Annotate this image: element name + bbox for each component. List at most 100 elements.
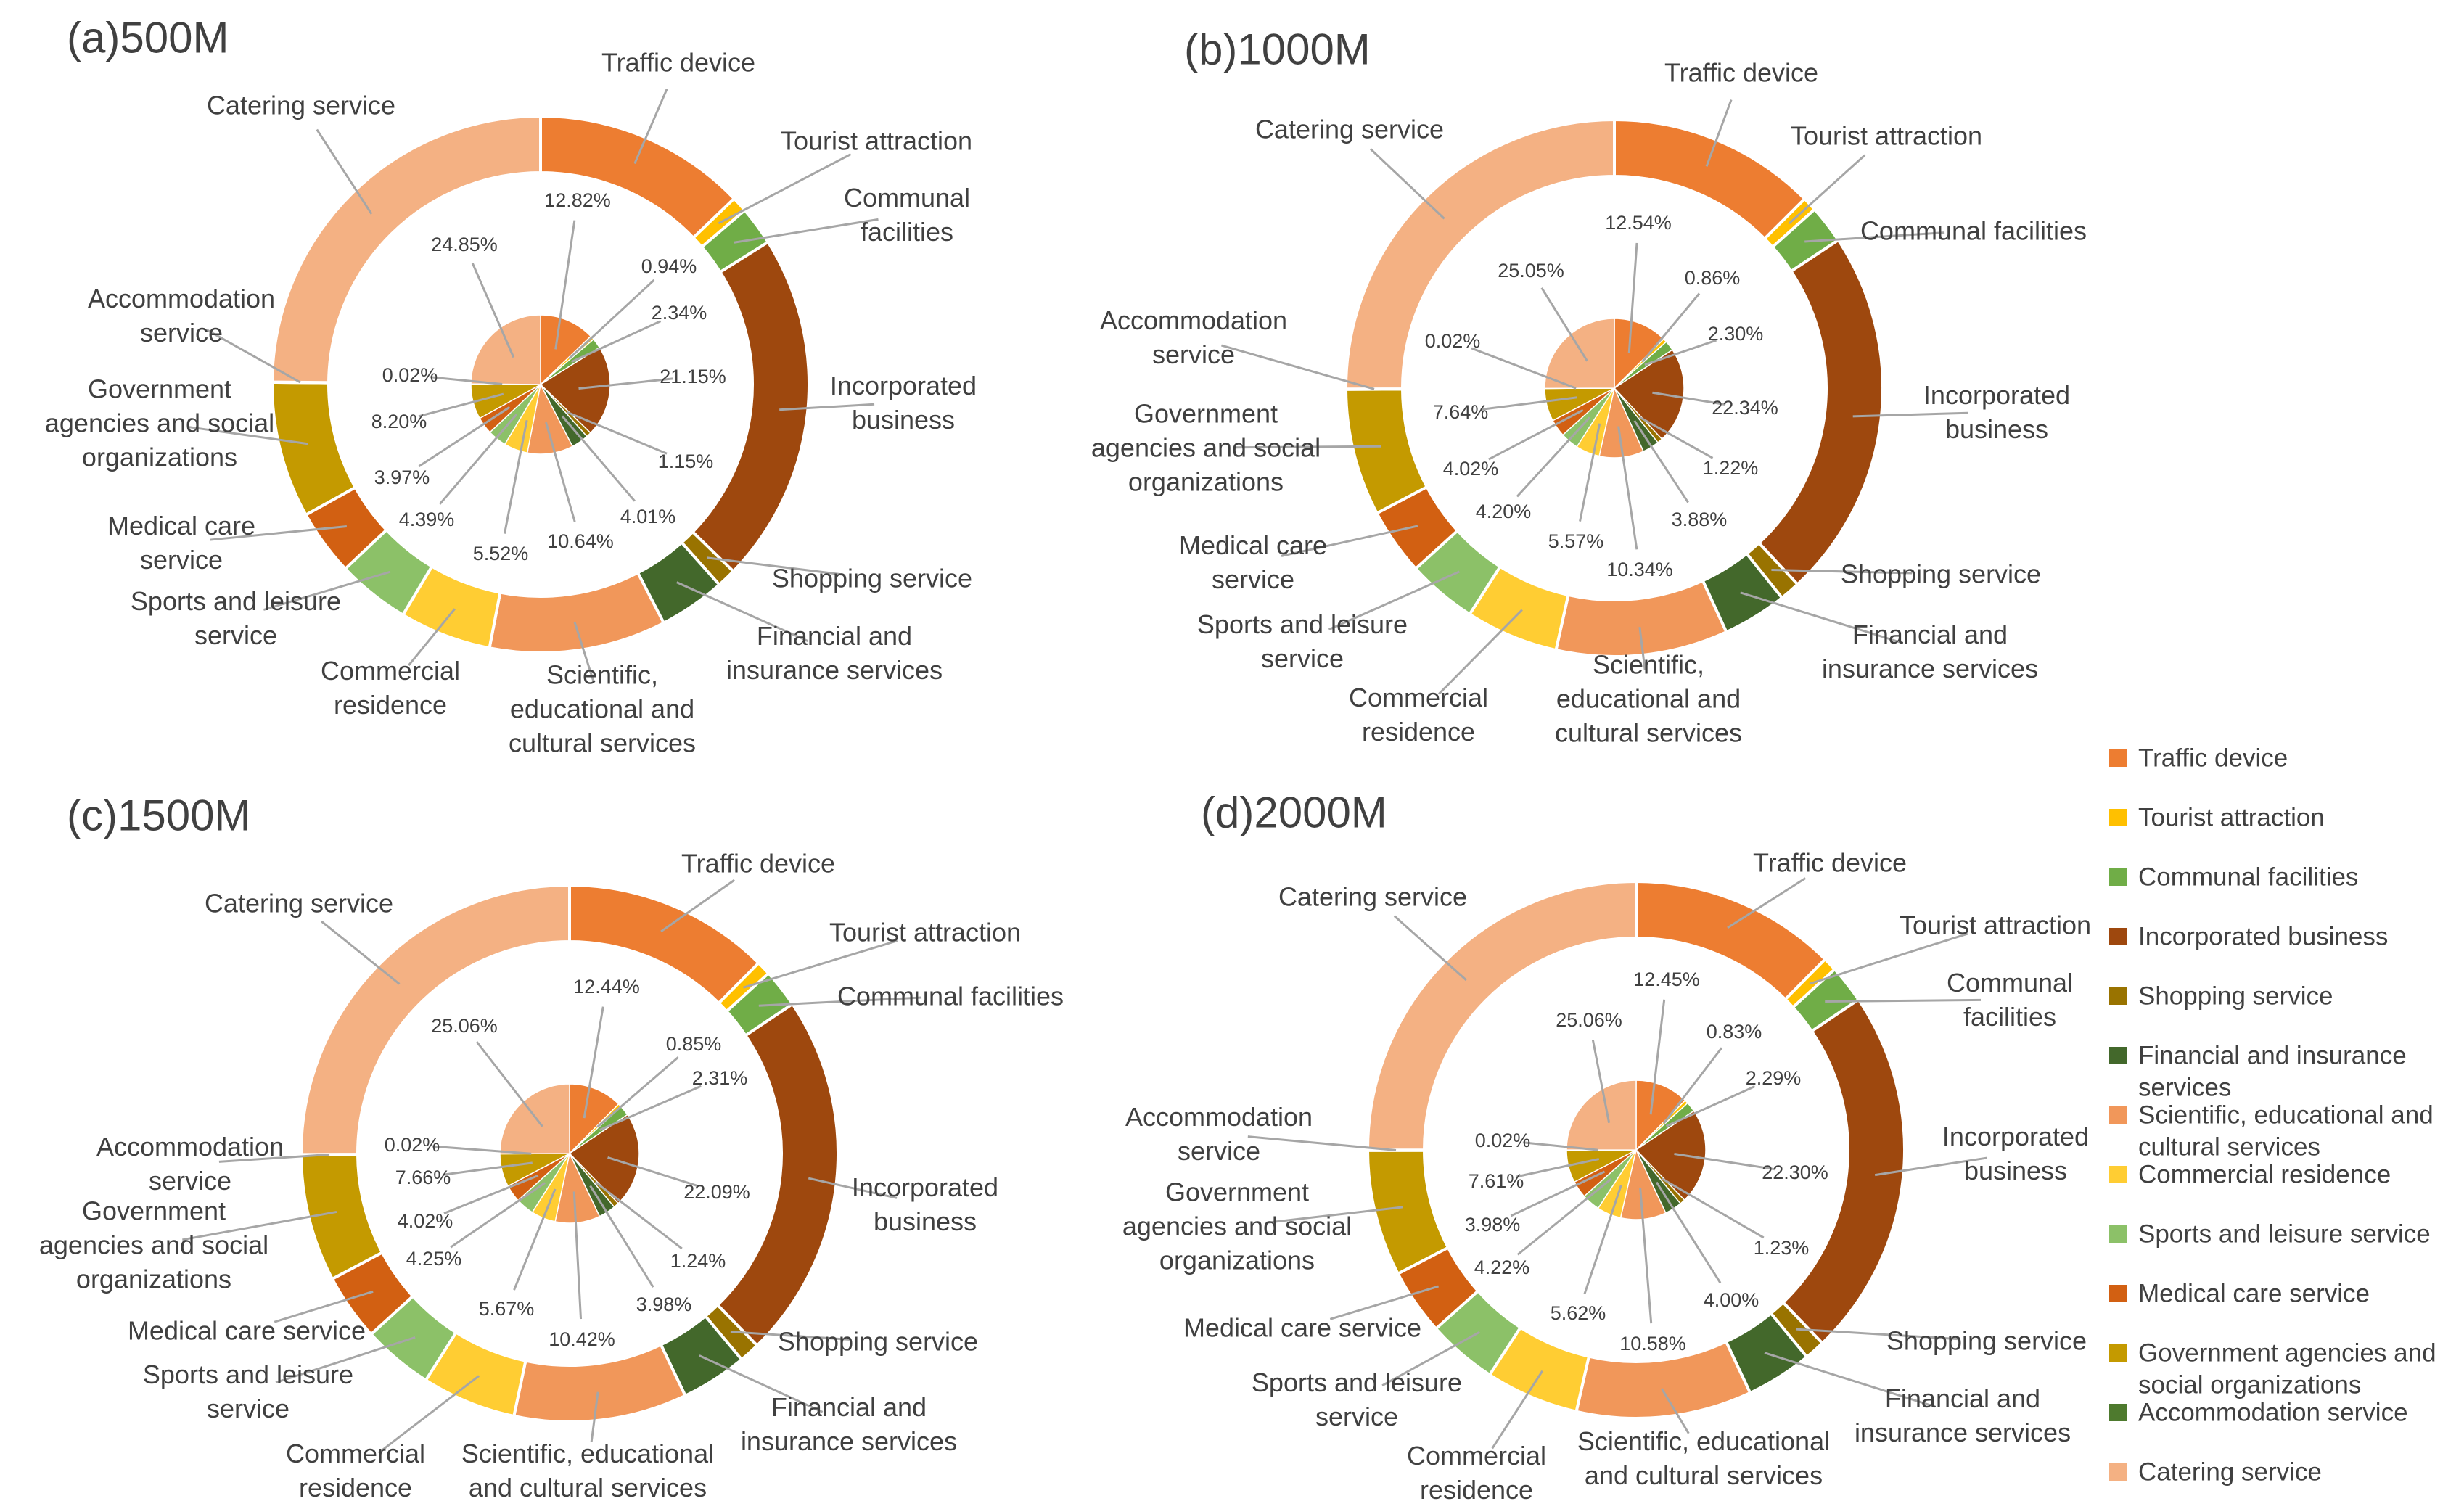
value-label: 5.67% — [479, 1298, 535, 1320]
legend-item-incorporated-business: Incorporated business — [2109, 923, 2388, 951]
category-label-tourist-attraction: Tourist attraction — [1900, 910, 2091, 940]
value-leader-line — [589, 1185, 654, 1288]
category-label-commercial-residence: Commercial residence — [286, 1439, 425, 1502]
category-label-commercial-residence: Commercial residence — [1349, 683, 1488, 747]
value-leader-line — [1591, 1040, 1611, 1123]
legend-swatch — [2109, 987, 2127, 1005]
value-label: 1.22% — [1703, 457, 1759, 479]
value-label: 5.52% — [473, 543, 529, 564]
value-label: 22.30% — [1762, 1161, 1828, 1183]
value-label: 10.64% — [547, 530, 614, 552]
name-leader-line — [707, 556, 844, 576]
inner-slice-catering-service — [470, 314, 541, 385]
category-label-shopping-service: Shopping service — [772, 564, 972, 593]
inner-slice-catering-service — [1566, 1080, 1637, 1151]
value-leader-line — [443, 1161, 533, 1176]
value-leader-line — [607, 1156, 698, 1187]
category-label-accommodation-service: Accommodation service — [96, 1132, 284, 1196]
panel-title: (d)2000M — [1201, 789, 1387, 837]
name-leader-line — [742, 939, 898, 989]
value-label: 0.02% — [1475, 1130, 1531, 1151]
value-label: 2.29% — [1746, 1067, 1802, 1089]
category-label-communal-facilities: Communal facilities — [844, 183, 970, 247]
value-leader-line — [596, 1056, 679, 1128]
name-leader-line — [1265, 1206, 1403, 1224]
value-label: 0.94% — [641, 255, 697, 277]
value-leader-line — [1661, 1177, 1765, 1239]
category-label-accommodation-service: Accommodation service — [1125, 1102, 1313, 1166]
legend-item-shopping-service: Shopping service — [2109, 982, 2333, 1011]
category-label-communal-facilities: Communal facilities — [1947, 968, 2073, 1032]
value-leader-line — [1488, 408, 1584, 461]
category-label-communal-facilities: Communal facilities — [837, 982, 1064, 1011]
legend-label: Medical care service — [2138, 1280, 2370, 1308]
name-leader-line — [1393, 915, 1467, 982]
name-leader-line — [1661, 1388, 1690, 1434]
value-label: 4.22% — [1474, 1257, 1530, 1278]
name-leader-line — [676, 581, 809, 643]
category-label-accommodation-service: Accommodation service — [88, 284, 275, 348]
legend-swatch — [2109, 868, 2127, 886]
legend-swatch — [2109, 1225, 2127, 1243]
name-leader-line — [718, 153, 852, 225]
value-leader-line — [513, 1188, 557, 1291]
value-leader-line — [1644, 339, 1717, 366]
legend-label: Scientific, educational and cultural serv… — [2138, 1101, 2434, 1161]
name-leader-line — [1804, 231, 1945, 243]
value-label: 5.57% — [1548, 530, 1604, 552]
value-label: 7.61% — [1469, 1170, 1524, 1192]
value-leader-line — [566, 411, 668, 455]
category-label-sports-and-leisure-service: Sports and leisure service — [1197, 609, 1408, 673]
name-leader-line — [1825, 998, 1982, 1003]
inner-slice-traffic-device — [569, 1083, 620, 1155]
value-label: 4.20% — [1476, 501, 1532, 522]
value-leader-line — [1579, 423, 1601, 522]
legend-item-commercial-residence: Commercial residence — [2109, 1161, 2391, 1189]
value-leader-line — [471, 263, 515, 358]
value-label: 12.45% — [1633, 969, 1700, 990]
legend-label: Sports and leisure service — [2138, 1220, 2431, 1249]
category-label-tourist-attraction: Tourist attraction — [781, 126, 972, 156]
category-label-government-agencies-and-social-organizations: Government agencies and social organizatio… — [1122, 1177, 1352, 1275]
name-leader-line — [188, 426, 308, 445]
value-label: 10.34% — [1606, 559, 1673, 580]
value-leader-line — [1639, 1188, 1653, 1324]
value-label: 2.31% — [692, 1067, 748, 1089]
value-leader-line — [430, 376, 503, 386]
name-leader-line — [408, 608, 456, 666]
legend-label: Communal facilities — [2138, 863, 2358, 892]
inner-slice-catering-service — [1544, 318, 1615, 390]
value-leader-line — [1627, 242, 1638, 353]
category-label-communal-facilities: Communal facilities — [1860, 216, 2087, 246]
name-leader-line — [1764, 1352, 1936, 1408]
ring-slice-government-agencies-and-social-organizations — [1366, 1148, 1450, 1276]
value-label: 2.30% — [1708, 323, 1764, 345]
category-label-scientific-educational-and-cultural-services: Scientific, educational and cultural serv… — [461, 1439, 714, 1502]
value-leader-line — [418, 406, 511, 467]
name-leader-line — [1727, 877, 1807, 929]
inner-slice-traffic-device — [540, 314, 592, 386]
value-label: 7.64% — [1433, 401, 1489, 423]
ring-slice-traffic-device — [539, 114, 736, 240]
legend-swatch — [2109, 1047, 2127, 1064]
value-label: 12.82% — [544, 189, 611, 211]
chart-panels: (a)500M Traffic device Tourist attraction C… — [39, 14, 2091, 1505]
value-label: 12.44% — [573, 976, 640, 998]
value-leader-line — [1516, 1158, 1600, 1178]
category-label-catering-service: Catering service — [1278, 882, 1467, 912]
name-leader-line — [1874, 1156, 1987, 1177]
value-label: 0.83% — [1707, 1021, 1762, 1043]
name-leader-line — [758, 996, 922, 1007]
value-leader-line — [554, 220, 576, 350]
category-label-catering-service: Catering service — [207, 91, 395, 120]
value-leader-line — [450, 1182, 546, 1249]
legend-swatch — [2109, 1285, 2127, 1302]
legend-item-communal-facilities: Communal facilities — [2109, 863, 2358, 892]
ring-slice-catering-service — [1344, 118, 1616, 391]
legend-item-sports-and-leisure-service: Sports and leisure service — [2109, 1220, 2431, 1249]
chart-panel-2: (b)1000M Traffic device Tourist attraction… — [1091, 25, 2087, 748]
legend-label: Shopping service — [2138, 982, 2333, 1011]
legend-swatch — [2109, 809, 2127, 826]
value-label: 22.34% — [1712, 397, 1778, 419]
value-leader-line — [443, 1174, 539, 1214]
